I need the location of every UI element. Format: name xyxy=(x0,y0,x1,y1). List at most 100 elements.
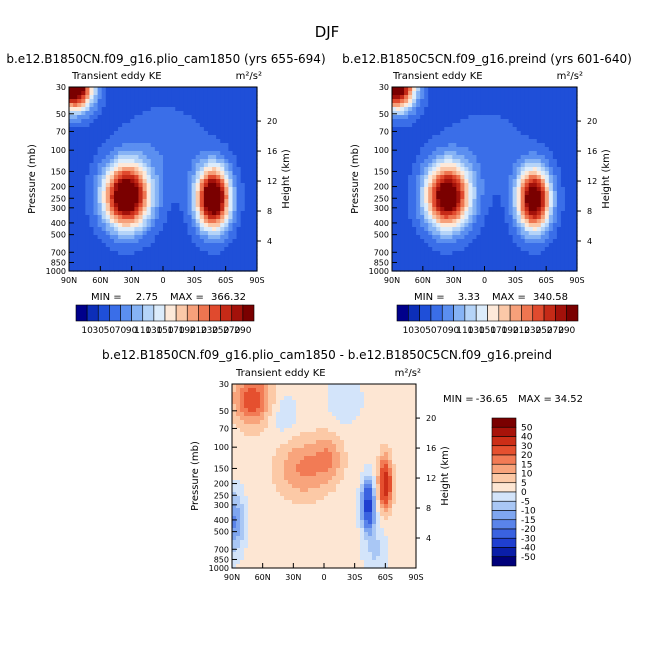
field-cell xyxy=(154,191,160,196)
field-cell xyxy=(109,219,115,224)
field-cell xyxy=(392,187,397,192)
field-cell xyxy=(236,139,242,144)
field-cell xyxy=(175,247,180,252)
field-cell xyxy=(118,187,123,192)
field-cell xyxy=(444,199,449,204)
field-cell xyxy=(452,199,457,204)
colorbar-label: 210 xyxy=(190,326,207,336)
field-cell xyxy=(199,135,205,140)
field-cell xyxy=(248,388,253,393)
field-cell xyxy=(171,95,176,100)
field-cell xyxy=(572,251,578,256)
field-cell xyxy=(500,147,506,152)
field-cell xyxy=(504,119,510,124)
field-cell xyxy=(536,219,542,224)
field-cell xyxy=(448,167,453,172)
field-cell xyxy=(142,91,148,96)
field-cell xyxy=(436,91,441,96)
field-cell xyxy=(134,223,140,228)
field-cell xyxy=(552,267,558,272)
field-cell xyxy=(142,183,148,188)
field-cell xyxy=(272,408,277,413)
field-cell xyxy=(85,227,91,232)
field-cell xyxy=(199,235,205,240)
field-cell xyxy=(452,235,457,240)
field-cell xyxy=(248,404,253,409)
field-cell xyxy=(232,396,237,401)
field-cell xyxy=(484,183,490,188)
field-cell xyxy=(492,211,498,216)
field-cell xyxy=(452,191,457,196)
field-cell xyxy=(532,211,538,216)
field-cell xyxy=(236,231,242,236)
field-cell xyxy=(512,135,518,140)
field-cell xyxy=(508,239,514,244)
field-cell xyxy=(167,111,172,116)
field-cell xyxy=(484,135,490,140)
colorbar-label: 150 xyxy=(479,326,496,336)
field-cell xyxy=(268,428,273,433)
field-cell xyxy=(212,203,217,208)
field-cell xyxy=(540,167,546,172)
field-cell xyxy=(69,175,74,180)
field-cell xyxy=(126,195,131,200)
field-cell xyxy=(528,147,534,152)
field-cell xyxy=(244,243,250,248)
field-cell xyxy=(69,119,74,124)
field-cell xyxy=(436,171,441,176)
field-cell xyxy=(400,227,405,232)
field-cell xyxy=(568,183,574,188)
field-cell xyxy=(464,179,470,184)
field-cell xyxy=(564,135,570,140)
field-cell xyxy=(252,267,258,272)
field-cell xyxy=(252,143,258,148)
field-cell xyxy=(456,163,461,168)
field-cell xyxy=(207,187,213,192)
field-cell xyxy=(216,207,221,212)
field-cell xyxy=(448,151,453,156)
field-cell xyxy=(122,111,127,116)
field-cell xyxy=(216,123,221,128)
field-cell xyxy=(384,408,389,413)
field-cell xyxy=(212,207,217,212)
field-cell xyxy=(175,267,180,272)
field-cell xyxy=(516,263,522,268)
field-cell xyxy=(484,211,490,216)
field-cell xyxy=(113,91,119,96)
field-cell xyxy=(524,267,530,272)
field-cell xyxy=(532,151,538,156)
field-cell xyxy=(540,103,546,108)
field-cell xyxy=(118,211,123,216)
field-cell xyxy=(528,219,534,224)
field-cell xyxy=(456,251,461,256)
field-cell xyxy=(224,227,229,232)
field-cell xyxy=(203,219,209,224)
field-cell xyxy=(488,243,494,248)
field-cell xyxy=(568,175,574,180)
field-cell xyxy=(524,123,530,128)
field-cell xyxy=(203,139,209,144)
field-cell xyxy=(93,207,99,212)
field-cell xyxy=(216,103,221,108)
field-cell xyxy=(109,143,115,148)
field-cell xyxy=(138,235,144,240)
field-cell xyxy=(134,115,140,120)
colorbar-swatch xyxy=(430,304,443,322)
field-cell xyxy=(348,396,353,401)
field-cell xyxy=(392,139,397,144)
field-cell xyxy=(304,392,309,397)
field-cell xyxy=(572,255,578,260)
field-cell xyxy=(203,259,209,264)
field-cell xyxy=(456,191,461,196)
field-cell xyxy=(560,267,566,272)
field-cell xyxy=(187,167,193,172)
field-cell xyxy=(85,179,91,184)
field-cell xyxy=(77,195,82,200)
field-cell xyxy=(268,400,273,405)
field-cell xyxy=(412,159,417,164)
field-cell xyxy=(376,396,381,401)
field-cell xyxy=(396,139,401,144)
field-cell xyxy=(516,155,522,160)
field-cell xyxy=(572,155,578,160)
field-cell xyxy=(428,151,433,156)
